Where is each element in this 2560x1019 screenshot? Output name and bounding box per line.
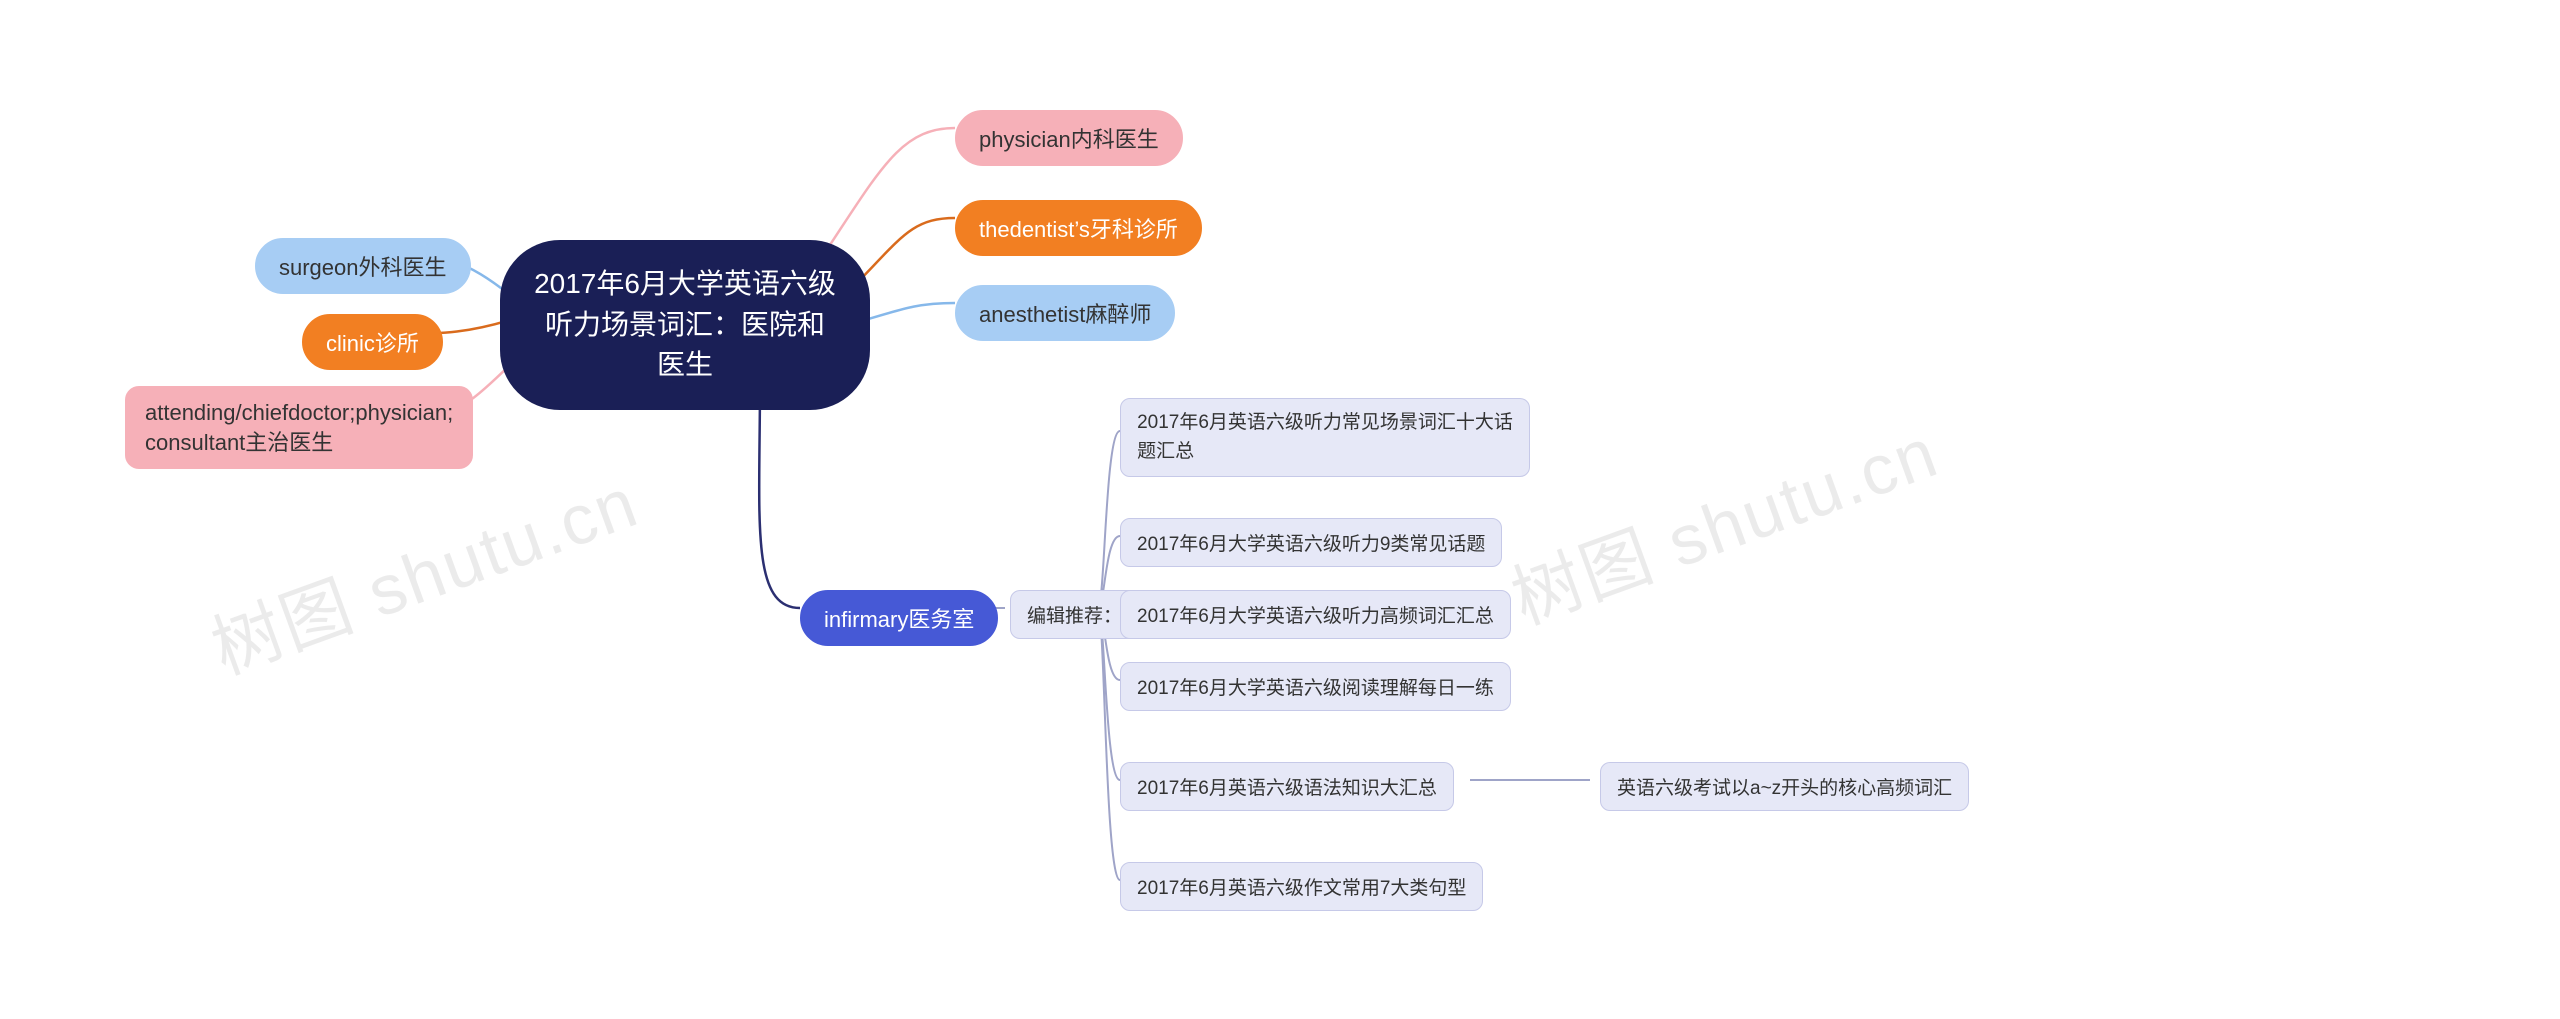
surgeon-node[interactable]: surgeon外科医生 bbox=[255, 238, 471, 294]
rec-item-0[interactable]: 2017年6月英语六级听力常见场景词汇十大话 题汇总 bbox=[1120, 398, 1530, 477]
rec-item-5[interactable]: 2017年6月英语六级作文常用7大类句型 bbox=[1120, 862, 1483, 911]
extra-leaf[interactable]: 英语六级考试以a~z开头的核心高频词汇 bbox=[1600, 762, 1969, 811]
watermark-left: 树图 shutu.cn bbox=[196, 447, 650, 694]
physician-node[interactable]: physician内科医生 bbox=[955, 110, 1183, 166]
watermark-right: 树图 shutu.cn bbox=[1496, 397, 1950, 644]
rec-item-2[interactable]: 2017年6月大学英语六级听力高频词汇汇总 bbox=[1120, 590, 1511, 639]
clinic-node[interactable]: clinic诊所 bbox=[302, 314, 443, 370]
rec-item-4[interactable]: 2017年6月英语六级语法知识大汇总 bbox=[1120, 762, 1454, 811]
dentist-node[interactable]: thedentist’s牙科诊所 bbox=[955, 200, 1202, 256]
attending-node[interactable]: attending/chiefdoctor;physician; consult… bbox=[125, 386, 473, 469]
rec-item-1[interactable]: 2017年6月大学英语六级听力9类常见话题 bbox=[1120, 518, 1502, 567]
anesthetist-node[interactable]: anesthetist麻醉师 bbox=[955, 285, 1175, 341]
rec-item-3[interactable]: 2017年6月大学英语六级阅读理解每日一练 bbox=[1120, 662, 1511, 711]
infirmary-node[interactable]: infirmary医务室 bbox=[800, 590, 998, 646]
center-node[interactable]: 2017年6月大学英语六级听力场景词汇：医院和医生 bbox=[500, 240, 870, 410]
